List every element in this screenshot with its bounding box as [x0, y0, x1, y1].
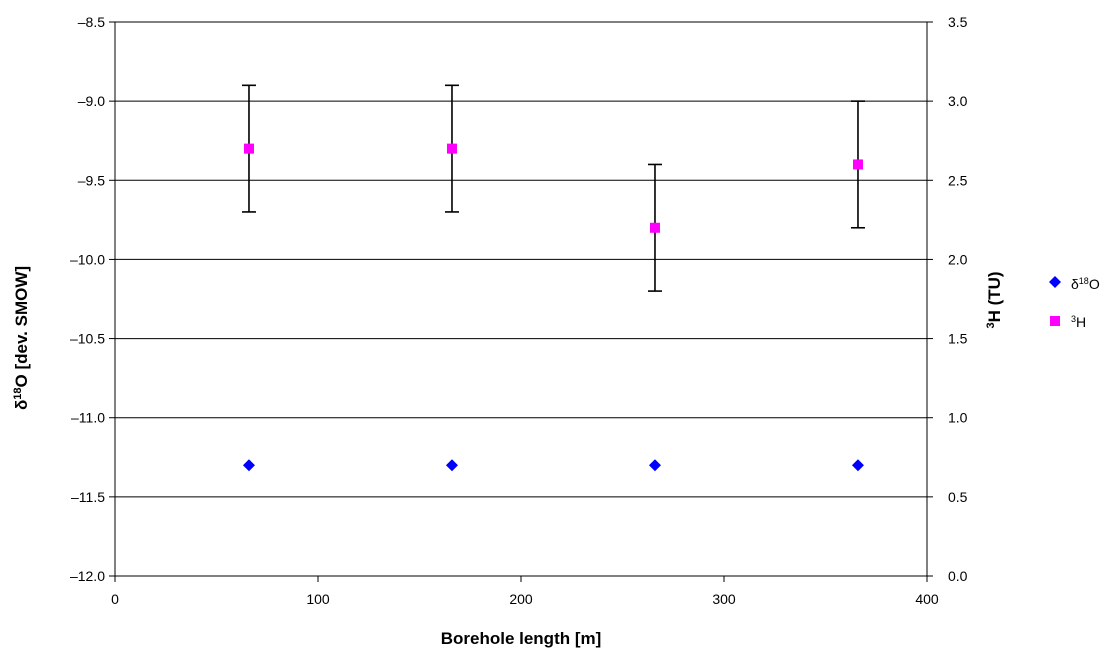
left-y-axis-title-rest: O [dev. SMOW]: [12, 266, 31, 388]
3h-point: [243, 143, 254, 154]
left-y-tick-label: –8.5: [78, 14, 105, 30]
plot-area: [114, 21, 928, 577]
left-y-tick-label: –11.0: [71, 410, 105, 426]
legend: δ18O 3H: [1049, 276, 1100, 330]
d18o-point: [851, 459, 864, 472]
legend-label-3h: 3H: [1071, 314, 1086, 330]
right-y-tick-label: 3.5: [948, 14, 968, 30]
legend-item-3h: 3H: [1050, 314, 1086, 330]
gridlines: [115, 21, 927, 577]
error-bars: [241, 84, 865, 292]
right-y-tick-label: 2.0: [948, 251, 968, 267]
3h-point: [446, 143, 457, 154]
3h-point: [649, 222, 660, 233]
left-y-tick-label: –11.5: [71, 489, 105, 505]
right-y-tick-label: 1.5: [948, 331, 968, 347]
left-y-tick-label: –12.0: [70, 568, 105, 584]
legend-label-d18o: δ18O: [1071, 276, 1100, 292]
d18o-point: [242, 459, 255, 472]
x-axis-title: Borehole length [m]: [441, 629, 602, 648]
d18o-point: [648, 459, 661, 472]
left-y-tick-label: –10.5: [70, 331, 105, 347]
x-tick-label: 0: [111, 591, 119, 607]
data-markers: [242, 143, 864, 472]
legend-marker-diamond-icon: [1049, 276, 1061, 288]
right-y-tick-label: 3.0: [948, 93, 968, 109]
delta-symbol: δ: [12, 400, 31, 410]
superscript-3: 3: [985, 322, 997, 328]
left-y-tick-label: –10.0: [70, 251, 105, 267]
legend-marker-square-icon: [1050, 316, 1060, 326]
x-tick-label: 200: [509, 591, 533, 607]
left-y-tick-label: –9.5: [78, 172, 105, 188]
right-y-tick-label: 0.5: [948, 489, 968, 505]
left-y-tick-label: –9.0: [78, 93, 105, 109]
right-y-axis-title-rest: H (TU): [985, 271, 1004, 322]
right-y-tick-label: 1.0: [948, 410, 968, 426]
right-y-tick-label: 2.5: [948, 172, 968, 188]
x-tick-label: 300: [712, 591, 736, 607]
3h-point: [852, 159, 863, 170]
x-tick-label: 400: [915, 591, 939, 607]
right-y-tick-label: 0.0: [948, 568, 968, 584]
axes: –12.0 –11.5 –11.0 –10.5 –10.0 –9.5 –9.0 –8.5 0.0…: [70, 14, 968, 607]
superscript-18: 18: [12, 387, 24, 399]
left-y-axis-title: δ18O [dev. SMOW]: [12, 266, 31, 410]
legend-item-d18o: δ18O: [1049, 276, 1100, 292]
x-tick-label: 100: [306, 591, 330, 607]
right-y-axis-title: 3H (TU): [985, 271, 1004, 328]
d18o-point: [445, 459, 458, 472]
